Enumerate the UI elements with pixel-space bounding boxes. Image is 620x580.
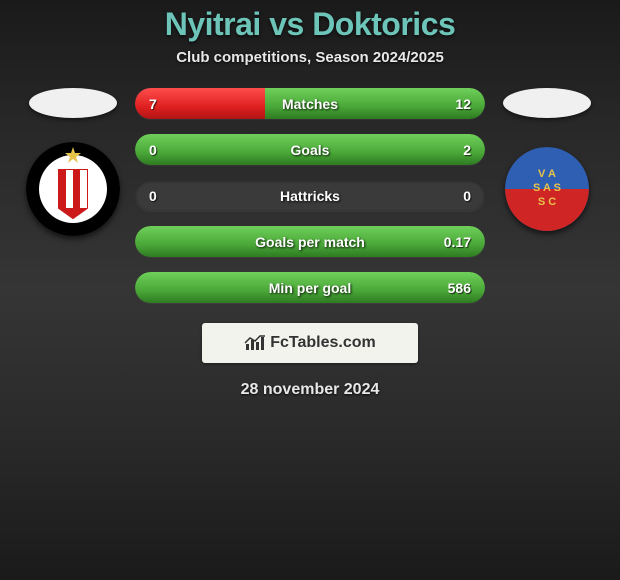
chart-icon [244, 334, 266, 352]
page-title: Nyitrai vs Doktorics [0, 6, 620, 43]
team-left-column [23, 88, 123, 236]
stat-value-left: 7 [149, 96, 157, 112]
stat-bar: 7 12 Matches [135, 88, 485, 119]
stat-value-right: 0 [463, 188, 471, 204]
stat-value-right: 0.17 [444, 234, 471, 250]
svg-text:S A S: S A S [533, 182, 561, 194]
stat-label: Min per goal [269, 280, 351, 296]
date-label: 28 november 2024 [0, 381, 620, 399]
stat-bar: 0 2 Goals [135, 134, 485, 165]
main-row: 7 12 Matches 0 2 Goals 0 0 Hattricks 0.17 Goals pe… [0, 88, 620, 303]
team-right-crest: V A S A S S C [505, 147, 589, 231]
stat-label: Matches [282, 96, 338, 112]
stat-label: Goals [291, 142, 330, 158]
stat-value-right: 2 [463, 142, 471, 158]
stats-column: 7 12 Matches 0 2 Goals 0 0 Hattricks 0.17 Goals pe… [135, 88, 485, 303]
flag-right [503, 88, 591, 118]
stat-bar: 0 0 Hattricks [135, 180, 485, 211]
stat-value-right: 12 [455, 96, 471, 112]
stat-value-right: 586 [448, 280, 471, 296]
team-right-column: V A S A S S C [497, 88, 597, 231]
svg-text:S C: S C [538, 196, 556, 208]
brand-text: FcTables.com [270, 334, 376, 352]
stat-label: Hattricks [280, 188, 340, 204]
flag-left [29, 88, 117, 118]
stat-bar: 586 Min per goal [135, 272, 485, 303]
stat-label: Goals per match [255, 234, 365, 250]
stat-value-left: 0 [149, 188, 157, 204]
stat-bar: 0.17 Goals per match [135, 226, 485, 257]
comparison-card: Nyitrai vs Doktorics Club competitions, … [0, 0, 620, 580]
svg-text:V A: V A [538, 168, 556, 180]
page-subtitle: Club competitions, Season 2024/2025 [0, 49, 620, 66]
stat-value-left: 0 [149, 142, 157, 158]
crest-right-svg: V A S A S S C [505, 147, 589, 231]
crest-left-svg [26, 142, 120, 236]
team-left-crest [26, 142, 120, 236]
brand-box[interactable]: FcTables.com [202, 323, 418, 363]
